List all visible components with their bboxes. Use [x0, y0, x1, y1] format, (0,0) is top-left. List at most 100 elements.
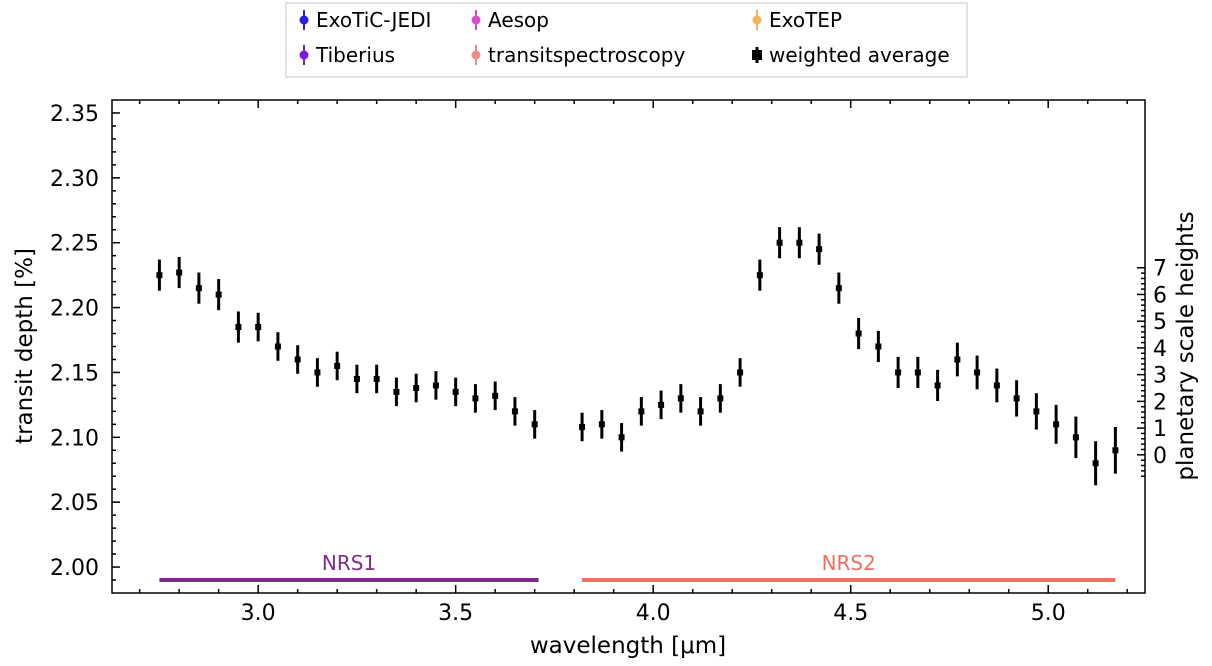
- data-point: [156, 259, 163, 291]
- legend-item-exotep: ExoTEP: [752, 8, 842, 32]
- y-tick: 2.30: [50, 167, 120, 192]
- data-point: [1092, 441, 1099, 486]
- legend-label: ExoTiC-JEDI: [316, 8, 431, 32]
- x-axis-label: wavelength [μm]: [530, 633, 726, 659]
- right-tick: 1: [1137, 417, 1167, 442]
- y-tick-label: 2.15: [50, 361, 99, 386]
- x-tick-label: 4.5: [833, 601, 868, 626]
- legend-label: transitspectroscopy: [488, 43, 685, 67]
- y-tick-label: 2.35: [50, 102, 99, 127]
- y-tick: 2.05: [50, 491, 120, 516]
- x-axis-ticks: 3.0 3.5 4.0 4.5 5.0: [138, 100, 1128, 626]
- y-tick-label: 2.00: [50, 556, 99, 581]
- data-point: [413, 373, 420, 403]
- series-weighted-average: [156, 227, 1119, 486]
- data-point: [875, 330, 882, 363]
- data-point: [677, 384, 684, 413]
- y-tick-label: 2.10: [50, 426, 99, 451]
- legend-marker: [471, 10, 481, 30]
- right-tick-label: 3: [1153, 364, 1167, 389]
- x-tick: 4.5: [833, 100, 868, 626]
- x-tick-label: 3.0: [241, 601, 276, 626]
- detector-label: NRS1: [322, 551, 376, 575]
- right-tick-label: 2: [1153, 390, 1167, 415]
- x-tick-label: 5.0: [1031, 601, 1066, 626]
- data-point: [776, 227, 783, 259]
- right-axis-label: planetary scale heights: [1173, 211, 1199, 480]
- data-point: [697, 397, 704, 426]
- y-tick-label: 2.05: [50, 491, 99, 516]
- y-tick: 2.00: [50, 556, 120, 581]
- data-point: [895, 356, 902, 389]
- plot-frame: [111, 99, 1146, 594]
- x-tick: 3.5: [438, 100, 473, 626]
- legend-label: ExoTEP: [769, 8, 842, 32]
- data-point: [235, 311, 242, 343]
- data-point: [472, 384, 479, 413]
- y-axis-ticks: 2.00 2.05 2.10 2.15 2.20 2.25 2.30 2.35: [50, 102, 120, 581]
- data-point: [511, 397, 518, 426]
- plot-area: NRS1 NRS2: [111, 99, 1146, 594]
- data-point: [195, 272, 202, 304]
- data-point: [1072, 416, 1079, 459]
- legend-item-weighted-average: weighted average: [752, 43, 950, 67]
- right-tick-label: 6: [1153, 283, 1167, 308]
- right-tick: 4: [1137, 337, 1167, 362]
- legend-marker: [299, 45, 309, 65]
- data-point: [452, 377, 459, 407]
- detector-range-nrs1: NRS1: [159, 551, 539, 583]
- data-point: [432, 371, 439, 400]
- data-point: [855, 317, 862, 350]
- legend-item-aesop: Aesop: [471, 8, 549, 32]
- legend-marker: [752, 10, 762, 30]
- data-point: [737, 358, 744, 387]
- legend: ExoTiC-JEDI Aesop ExoTEP Tiberius transitspe…: [285, 2, 968, 78]
- legend-marker: [471, 45, 481, 65]
- y-tick-label: 2.25: [50, 232, 99, 257]
- x-tick-label: 4.0: [636, 601, 671, 626]
- x-tick: 3.0: [241, 100, 276, 626]
- data-point: [274, 332, 281, 361]
- legend-item-tiberius: Tiberius: [299, 43, 395, 67]
- data-point: [1013, 380, 1020, 417]
- data-point: [598, 410, 605, 439]
- data-point: [1112, 426, 1119, 474]
- y-tick: 2.25: [50, 232, 120, 257]
- data-point: [294, 345, 301, 374]
- data-point: [934, 369, 941, 401]
- data-point: [914, 356, 921, 389]
- data-point: [215, 279, 222, 311]
- data-point: [717, 384, 724, 413]
- right-tick: 2: [1137, 390, 1167, 415]
- y-tick: 2.20: [50, 297, 120, 322]
- data-point: [492, 381, 499, 411]
- legend-label: Tiberius: [315, 43, 395, 67]
- right-tick: 7: [1137, 257, 1167, 282]
- legend-marker: [752, 47, 762, 63]
- right-tick-label: 7: [1153, 257, 1167, 282]
- right-tick: 6: [1137, 283, 1167, 308]
- y-tick: 2.35: [50, 102, 120, 127]
- right-tick: 3: [1137, 364, 1167, 389]
- legend-marker: [299, 10, 309, 30]
- data-point: [176, 256, 183, 289]
- data-point: [334, 351, 341, 381]
- data-point: [638, 397, 645, 426]
- x-tick: 4.0: [636, 100, 671, 626]
- data-point: [993, 368, 1000, 403]
- data-point: [314, 358, 321, 387]
- data-point: [579, 412, 586, 442]
- right-tick: 0: [1137, 444, 1167, 469]
- data-point: [974, 355, 981, 390]
- data-point: [658, 390, 665, 420]
- data-point: [756, 259, 763, 291]
- data-point: [1053, 404, 1060, 444]
- data-series: [156, 227, 1119, 486]
- legend-item-exotic-jedi: ExoTiC-JEDI: [299, 8, 431, 32]
- data-point: [353, 364, 360, 394]
- data-point: [531, 410, 538, 439]
- x-tick: 5.0: [1031, 100, 1066, 626]
- y-tick-label: 2.20: [50, 297, 99, 322]
- y-tick: 2.10: [50, 426, 120, 451]
- data-point: [255, 312, 262, 342]
